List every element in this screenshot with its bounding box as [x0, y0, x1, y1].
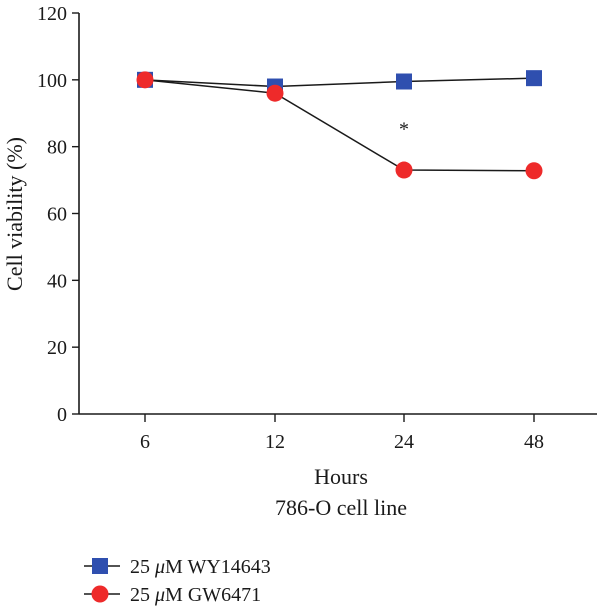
y-tick-label: 40: [47, 270, 67, 292]
axes: 0 20 40 60 80 100 120 6 12 24 48: [37, 3, 597, 453]
y-tick-label: 120: [37, 3, 67, 25]
annotations: *: [399, 118, 409, 140]
legend-label-series-2: 25 μM GW6471: [130, 584, 261, 606]
y-tick-label: 20: [47, 337, 67, 359]
data-point-series-2: [395, 161, 413, 179]
x-axis-subtitle: 786-O cell line: [275, 495, 407, 520]
data-point-series-2: [525, 162, 543, 180]
legend-marker-series-1: [92, 558, 108, 574]
y-tick-label: 0: [57, 404, 67, 426]
data-point-series-2: [266, 84, 284, 102]
series-markers: [136, 70, 543, 180]
series-line-1: [144, 77, 535, 88]
x-tick-label: 12: [265, 431, 285, 453]
x-tick-label: 6: [140, 431, 150, 453]
significance-asterisk: *: [399, 118, 409, 140]
legend-marker-series-2: [91, 585, 109, 603]
y-tick-label: 100: [37, 70, 67, 92]
x-axis-title: Hours: [314, 464, 368, 489]
data-point-series-2: [136, 71, 154, 89]
legend-label-series-1: 25 μM WY14643: [130, 556, 271, 578]
x-tick-label: 48: [524, 431, 544, 453]
series-lines: [144, 77, 535, 172]
data-point-series-1: [396, 73, 412, 90]
data-point-series-1: [526, 70, 542, 87]
y-axis-title: Cell viability (%): [2, 137, 27, 291]
x-tick-label: 24: [394, 431, 414, 453]
legend: 25 μM WY14643 25 μM GW6471: [84, 556, 271, 606]
y-tick-label: 60: [47, 204, 67, 226]
series-line-2: [144, 79, 535, 172]
y-tick-label: 80: [47, 137, 67, 159]
